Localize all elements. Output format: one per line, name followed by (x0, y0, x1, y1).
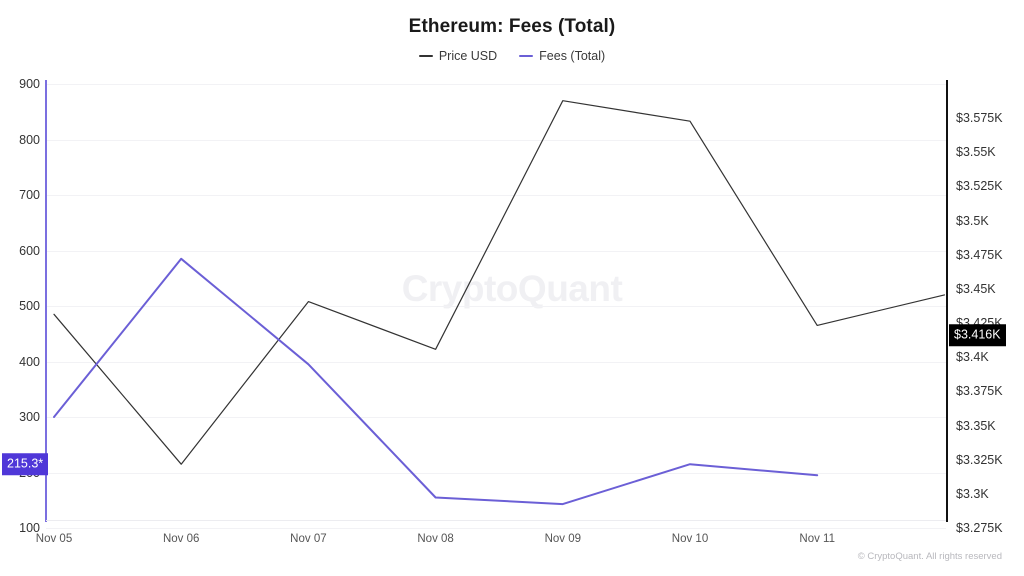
y-axis-right-tick-label: $3.475K (956, 247, 1003, 262)
legend-label-fees-total: Fees (Total) (539, 49, 606, 63)
x-axis-tick-label: Nov 11 (799, 533, 835, 545)
y-axis-left-tick-label: 300 (19, 410, 40, 424)
chart-legend: Price USD Fees (Total) (0, 49, 1024, 63)
series-line-fees-total (53, 257, 819, 506)
y-axis-right-tick-label: $3.275K (956, 521, 1003, 535)
x-axis-tick-label: Nov 10 (671, 533, 709, 545)
y-axis-right-tick-label: $3.525K (956, 179, 1003, 194)
y-axis-right-tick-label: $3.575K (956, 111, 1003, 126)
legend-swatch-price-usd (418, 55, 433, 57)
gridline (46, 417, 946, 418)
y-axis-left-line (45, 80, 47, 522)
legend-item-price-usd[interactable]: Price USD (418, 49, 498, 63)
y-axis-right-labels: $3.275K $3.3K $3.325K $3.35K $3.375K $3.4K $3.… (956, 0, 1024, 576)
legend-label-price-usd: Price USD (438, 49, 498, 63)
x-axis-tick-label: Nov 05 (35, 533, 73, 545)
y-axis-right-line (946, 80, 948, 522)
y-axis-right-tick-label: $3.35K (956, 418, 996, 433)
gridline (46, 361, 946, 363)
y-axis-left-tick-label: 100 (19, 521, 40, 535)
copyright-notice: © CryptoQuant. All rights reserved (857, 551, 1002, 562)
y-axis-right-tick-label: $3.5K (956, 213, 989, 228)
legend-item-fees-total[interactable]: Fees (Total) (519, 49, 605, 63)
y-axis-left-tick-label: 700 (19, 188, 40, 202)
y-axis-right-tick-label: $3.375K (956, 384, 1003, 399)
gridline (46, 84, 946, 85)
x-axis-tick-label: Nov 08 (417, 533, 454, 545)
y-axis-left-labels: 100200300400500600700800900 (0, 0, 40, 576)
y-axis-right-tick-label: $3.325K (956, 452, 1003, 467)
legend-swatch-fees-total (519, 55, 534, 57)
x-axis-line (46, 520, 946, 521)
gridline (46, 139, 946, 141)
y-axis-right-tick-label: $3.55K (956, 145, 996, 160)
y-axis-right-tick-label: $3.4K (956, 350, 989, 365)
series-line-price-usd (53, 100, 946, 465)
y-axis-left-tick-label: 400 (19, 354, 40, 369)
y-axis-right-tick-label: $3.45K (956, 281, 996, 296)
right-axis-value-badge: $3.416K (949, 324, 1006, 347)
y-axis-left-tick-label: 900 (19, 77, 40, 91)
x-axis-tick-label: Nov 09 (544, 533, 582, 545)
y-axis-left-tick-label: 800 (19, 132, 40, 147)
x-axis-tick-label: Nov 07 (290, 533, 327, 545)
plot-gridlines (46, 84, 946, 529)
gridline (46, 528, 946, 529)
y-axis-left-tick-label: 500 (19, 299, 40, 313)
left-axis-value-badge: 215.3* (2, 453, 49, 475)
cryptoquant-watermark: CryptoQuant (401, 268, 623, 309)
gridline (46, 250, 946, 252)
gridline (46, 306, 946, 307)
chart-title: Ethereum: Fees (Total) (408, 16, 616, 37)
y-axis-right-tick-label: $3.3K (956, 486, 989, 501)
x-axis-tick-label: Nov 06 (162, 533, 200, 545)
gridline (46, 472, 946, 474)
y-axis-left-tick-label: 600 (19, 243, 40, 258)
gridline (46, 195, 946, 196)
